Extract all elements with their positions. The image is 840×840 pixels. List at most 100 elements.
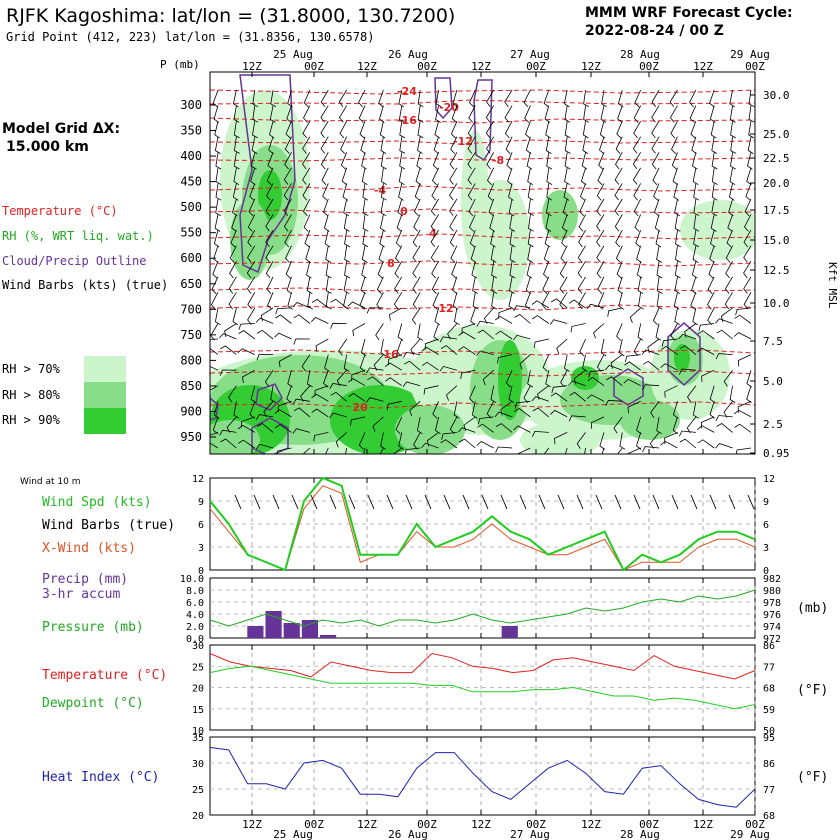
wind-barb: [303, 89, 311, 108]
sfc-wind-barb: [671, 494, 679, 510]
wind-barb: [524, 292, 531, 310]
wind-barb: [237, 348, 255, 355]
isotherm-label: 12: [438, 302, 453, 315]
wind-barb: [335, 432, 347, 448]
cross-section-frame: [209, 71, 756, 455]
wind-barb: [635, 229, 642, 248]
cloud-outline-1: [434, 77, 453, 120]
wind-barb: [618, 338, 625, 357]
wind-barb: [432, 152, 439, 170]
wind-barb: [708, 261, 715, 279]
wind-barb: [306, 276, 313, 295]
wind-barb: [513, 408, 531, 418]
wind-barb: [467, 152, 476, 170]
date-label-bottom-1: 26 Aug: [388, 828, 428, 840]
wind-barb: [417, 136, 423, 154]
wind-barb: [599, 120, 606, 139]
wind-barb: [238, 323, 255, 330]
wind-barb: [274, 409, 292, 418]
wind-barb: [275, 314, 292, 324]
wind-barb: [623, 378, 641, 387]
wind-barb: [551, 385, 568, 394]
wind-barb: [278, 354, 292, 368]
wind-barb: [344, 261, 350, 279]
date-label-bottom-2: 27 Aug: [510, 828, 550, 840]
heat-f-ytick-2: 77: [763, 785, 775, 796]
temp-f-ytick-0: 86: [763, 641, 775, 652]
wind-barb: [386, 400, 402, 411]
wind-barb: [727, 214, 733, 232]
wind-barb: [616, 261, 623, 279]
legend-wind: Wind Barbs (kts) (true): [2, 278, 168, 292]
wind-barb: [413, 214, 421, 232]
wind-barb: [642, 446, 660, 453]
isotherm-label: 8: [387, 257, 395, 270]
wind-barb: [632, 167, 642, 185]
time-label-bottom-0: 12Z: [242, 818, 262, 831]
wind-barb: [504, 120, 513, 139]
wind-barb: [361, 152, 367, 170]
cloud-outline-0: [239, 74, 296, 274]
wind-barb: [550, 409, 568, 418]
wind-barb: [311, 317, 329, 324]
rh-region-14: [498, 340, 522, 420]
time-label-bottom-8: 12Z: [693, 818, 713, 831]
wind-barb: [412, 245, 421, 263]
wind-barb: [649, 432, 660, 449]
wind-barb: [339, 105, 348, 123]
wind-barb: [697, 425, 715, 433]
wind-barb: [735, 307, 752, 316]
wind-barb: [340, 152, 348, 170]
wind-barb: [564, 447, 568, 454]
temp-ytick-3: 15: [192, 705, 204, 716]
wind-barb: [323, 198, 329, 217]
sfc-wind-barb: [500, 494, 508, 510]
wind-barb: [274, 424, 292, 433]
wind-barb: [210, 365, 219, 371]
wind-barb: [674, 198, 680, 217]
wind-barb: [587, 376, 605, 387]
wind-barb: [744, 214, 752, 232]
wind-barb: [302, 167, 311, 185]
kft-label-0: 30.0: [763, 89, 790, 102]
wind-barb: [730, 152, 736, 170]
wind-barb: [362, 183, 369, 201]
pressure-label-750: 750: [180, 328, 202, 342]
wind-barb: [679, 368, 696, 375]
wind-barb: [380, 136, 387, 154]
wind-barb: [283, 167, 292, 185]
wind-barb: [361, 245, 368, 263]
wind-barb: [596, 229, 605, 247]
sfc-wind-barb: [234, 494, 242, 510]
wind-barb: [633, 338, 642, 357]
wind-barb: [251, 136, 258, 154]
isotherm-5: [210, 185, 755, 192]
wind-barb: [325, 447, 329, 454]
sfc-wind-barb: [253, 494, 261, 510]
wind-barb: [730, 136, 737, 154]
wind-barb: [656, 416, 663, 435]
wind-barb: [691, 276, 697, 295]
isotherm-11: [210, 349, 755, 356]
temp-ytick-2: 20: [192, 684, 204, 695]
time-label-bottom-3: 00Z: [417, 818, 437, 831]
wind-barb: [435, 416, 441, 435]
wind-barb: [581, 152, 588, 170]
wind-barb: [378, 245, 384, 264]
wind-barb: [293, 314, 311, 324]
wind-barb: [255, 414, 274, 420]
wind-barb: [392, 447, 403, 454]
wind-barb: [616, 120, 623, 139]
wind-barb: [380, 198, 387, 217]
wind-barb: [641, 349, 660, 355]
heat-ytick-1: 30: [192, 759, 204, 770]
wind-barb: [651, 120, 660, 139]
pressure-axis-label: P (mb): [160, 58, 200, 71]
wind-barb: [343, 214, 350, 232]
wind-barb: [231, 214, 237, 232]
wind-barb: [399, 152, 406, 170]
wind-barb: [303, 105, 311, 123]
date-label-bottom-3: 28 Aug: [620, 828, 660, 840]
wind-barb: [513, 305, 531, 312]
